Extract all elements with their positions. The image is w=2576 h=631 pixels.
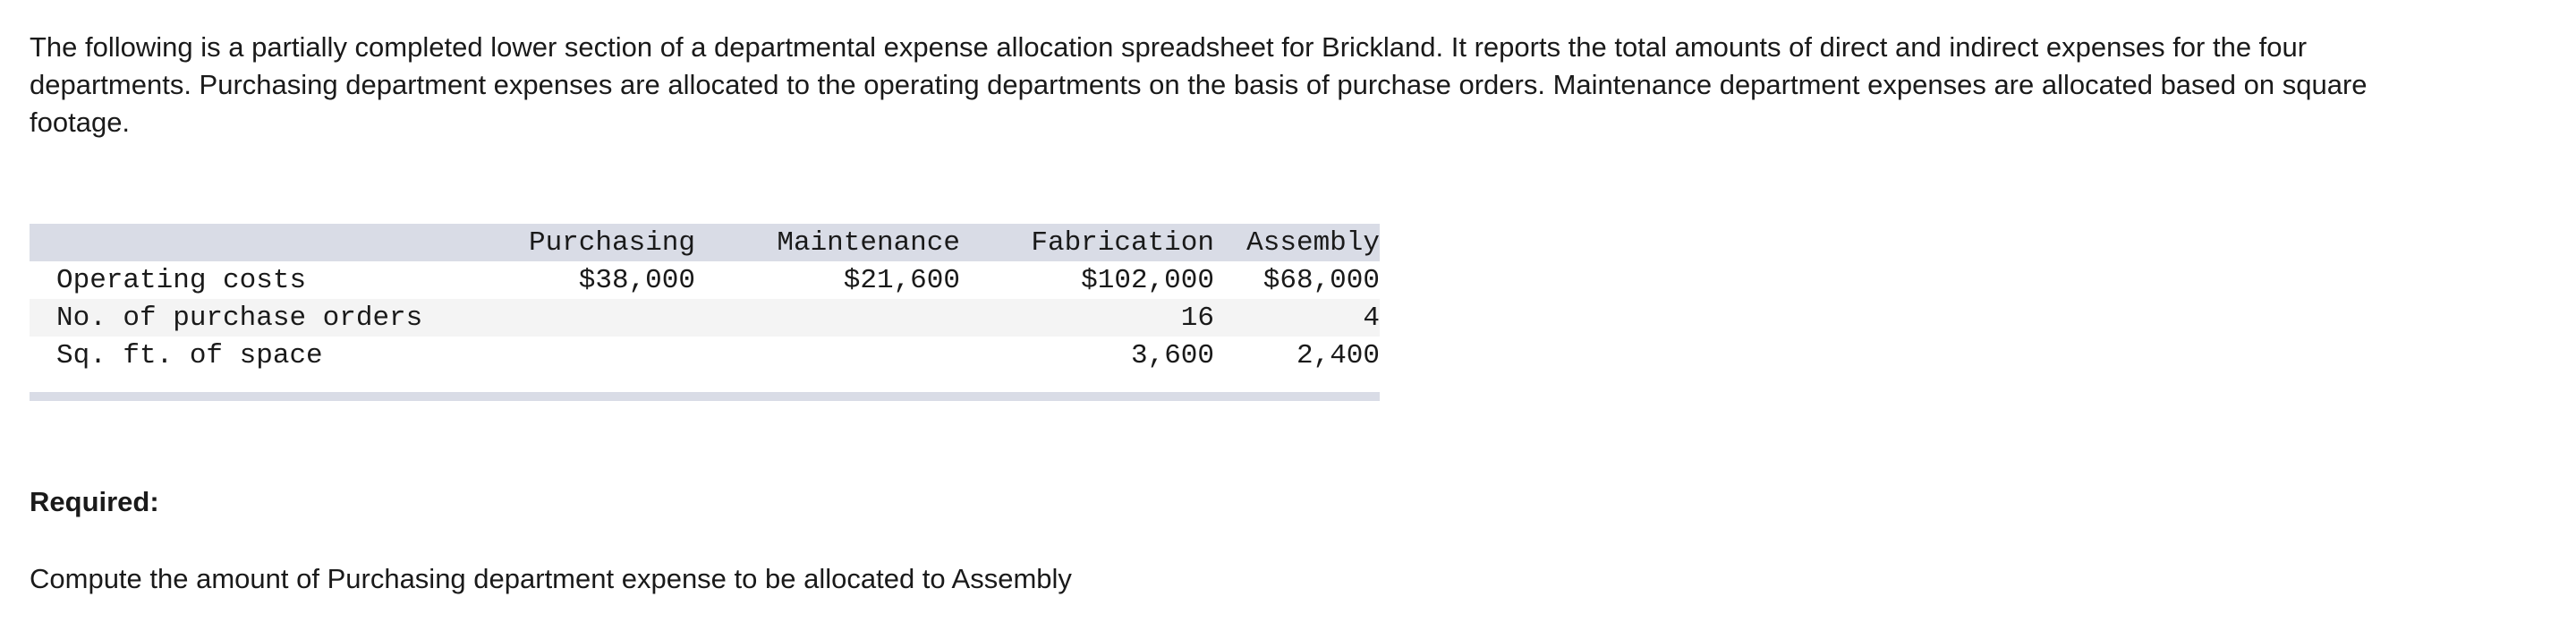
cell-assembly: $68,000 (1262, 264, 1380, 296)
cell-maintenance (695, 337, 960, 374)
row-label: No. of purchase orders (56, 302, 423, 334)
required-heading: Required: (30, 486, 159, 517)
expense-table: Purchasing Maintenance Fabrication Assem… (30, 224, 1380, 374)
header-assembly: Assembly (1246, 226, 1380, 259)
problem-intro: The following is a partially completed l… (30, 31, 2368, 138)
table-row-square-feet: Sq. ft. of space 3,600 2,400 (30, 337, 1380, 374)
table-row-purchase-orders: No. of purchase orders 16 4 (30, 299, 1380, 337)
cell-maintenance: $21,600 (843, 264, 960, 296)
cell-fabrication: $102,000 (1081, 264, 1214, 296)
table-row-operating-costs: Operating costs $38,000 $21,600 $102,000… (30, 261, 1380, 299)
expense-allocation-table: Purchasing Maintenance Fabrication Assem… (30, 224, 1380, 401)
cell-purchasing (477, 299, 695, 337)
question-text: Compute the amount of Purchasing departm… (30, 563, 1072, 594)
cell-purchasing (477, 337, 695, 374)
cell-assembly: 4 (1363, 302, 1380, 334)
row-label: Operating costs (56, 264, 307, 296)
cell-assembly: 2,400 (1296, 339, 1380, 371)
row-label: Sq. ft. of space (56, 339, 323, 371)
cell-fabrication: 3,600 (1130, 339, 1214, 371)
table-header-row: Purchasing Maintenance Fabrication Assem… (30, 224, 1380, 261)
cell-purchasing: $38,000 (578, 264, 695, 296)
cell-maintenance (695, 299, 960, 337)
header-blank (30, 224, 477, 261)
header-fabrication: Fabrication (1031, 226, 1214, 259)
table-bottom-border (30, 392, 1380, 401)
cell-fabrication: 16 (1180, 302, 1214, 334)
header-purchasing: Purchasing (528, 226, 695, 259)
header-maintenance: Maintenance (777, 226, 960, 259)
